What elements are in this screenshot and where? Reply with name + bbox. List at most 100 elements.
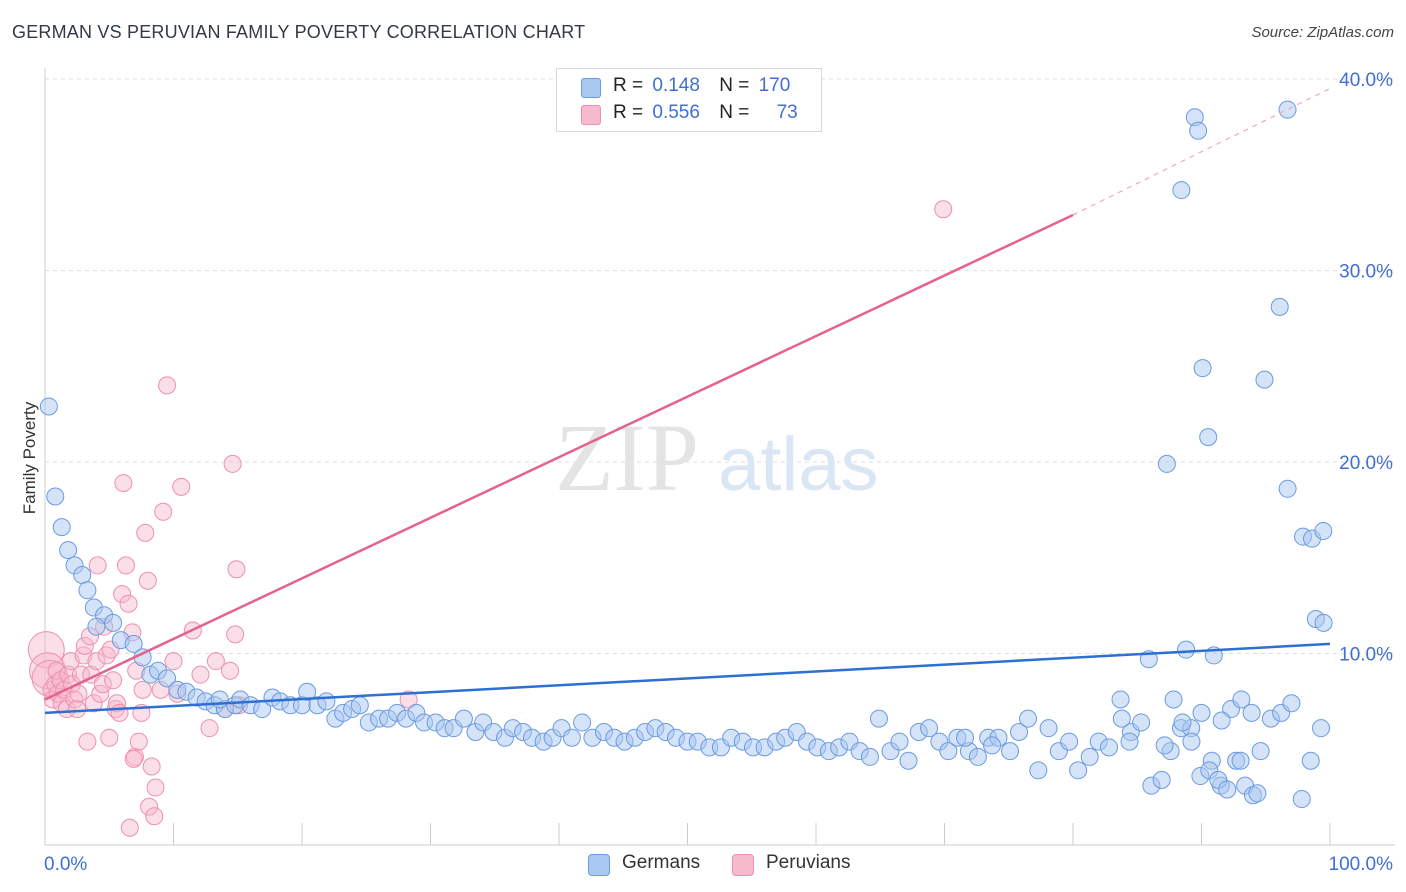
y-tick-labels: 10.0% 20.0% 30.0% 40.0% (1339, 70, 1393, 666)
peruvian-point (140, 797, 159, 816)
legend-label-germans: Germans (622, 852, 701, 873)
legend-n-value: 73 (776, 102, 798, 123)
peruvian-point (88, 556, 107, 575)
y-tick-label: 30.0% (1339, 262, 1393, 283)
watermark-zip: ZIP (555, 404, 699, 511)
peruvian-point (934, 200, 953, 219)
stats-legend: R = 0.148 N = 170 R = 0.556 N = 73 (556, 68, 822, 132)
german-point (1193, 359, 1212, 378)
peruvian-point (100, 728, 119, 747)
german-point (1255, 370, 1274, 389)
german-point (1019, 709, 1038, 728)
y-tick-label: 20.0% (1339, 453, 1393, 474)
peruvian-point (226, 625, 245, 644)
german-point (1010, 723, 1029, 742)
peruvian-point (399, 690, 418, 709)
peruvian-point (84, 694, 103, 713)
german-point (1155, 736, 1174, 755)
german-point (1314, 521, 1333, 540)
peruvian-point (113, 585, 132, 604)
y-axis-label: Family Poverty (20, 401, 39, 514)
peruvian-point (120, 818, 139, 837)
german-point (1152, 770, 1171, 789)
legend-swatch-peruvians (581, 105, 601, 125)
legend-r-label: R = (613, 75, 644, 96)
legend-n-value: 170 (758, 75, 791, 96)
peruvian-point (124, 749, 143, 768)
german-point (46, 487, 65, 506)
german-point (1189, 121, 1208, 140)
legend-r-label: R = (613, 102, 644, 123)
y-tick-label: 10.0% (1339, 645, 1393, 666)
legend-swatch-peruvians (732, 854, 754, 876)
x-tick-label: 0.0% (44, 854, 87, 875)
german-point (87, 617, 106, 636)
german-point (350, 696, 369, 715)
peruvian-point (69, 684, 88, 703)
german-point (1029, 761, 1048, 780)
german-point (317, 692, 336, 711)
german-point (939, 742, 958, 761)
german-point (73, 565, 92, 584)
german-points (39, 100, 1333, 809)
chart-title: GERMAN VS PERUVIAN FAMILY POVERTY CORREL… (12, 22, 586, 42)
peruvian-point (75, 636, 94, 655)
german-point (956, 728, 975, 747)
german-point (1278, 100, 1297, 119)
peruvian-point (110, 703, 129, 722)
german-point (1242, 703, 1261, 722)
german-point (1001, 742, 1020, 761)
peruvian-point (227, 560, 246, 579)
german-point (860, 747, 879, 766)
y-tick-label: 40.0% (1339, 70, 1393, 91)
peruvian-point (93, 675, 112, 694)
german-trend-line (44, 642, 1331, 715)
german-point (1218, 780, 1237, 799)
legend-swatch-germans (581, 78, 601, 98)
peruvian-point (158, 376, 177, 395)
german-point (298, 682, 317, 701)
german-point (1111, 690, 1130, 709)
german-point (1278, 479, 1297, 498)
legend-r-value: 0.148 (652, 75, 700, 96)
german-point (158, 669, 177, 688)
german-point (1314, 613, 1333, 632)
peruvian-point (221, 661, 240, 680)
axes (44, 68, 1395, 846)
peruvian-point (145, 807, 164, 826)
german-point (1192, 703, 1211, 722)
german-point (210, 690, 229, 709)
peruvian-point (43, 690, 62, 709)
german-point (1173, 713, 1192, 732)
german-point (1301, 751, 1320, 770)
peruvian-point (200, 719, 219, 738)
peruvian-points (27, 200, 953, 837)
german-point (454, 709, 473, 728)
german-point (968, 747, 987, 766)
peruvian-point (154, 502, 173, 521)
peruvian-point (119, 594, 138, 613)
german-point (920, 719, 939, 738)
watermark: ZIP atlas (555, 404, 879, 511)
peruvian-point (164, 652, 183, 671)
german-point (1312, 719, 1331, 738)
legend-swatch-germans (588, 854, 610, 876)
german-point (1172, 181, 1191, 200)
peruvian-point (59, 665, 78, 684)
peruvian-trend-extension (1072, 88, 1331, 216)
peruvian-point (136, 523, 155, 542)
peruvian-trend-line (44, 213, 1074, 701)
german-point (1248, 784, 1267, 803)
german-point (899, 751, 918, 770)
peruvian-point (133, 680, 152, 699)
german-point (1232, 690, 1251, 709)
legend-r-value: 0.556 (652, 102, 700, 123)
german-point (1164, 690, 1183, 709)
german-point (1182, 732, 1201, 751)
peruvian-point (116, 556, 135, 575)
grid-lines (45, 78, 1395, 654)
german-point (39, 397, 58, 416)
german-point (1282, 694, 1301, 713)
legend-n-label: N = (719, 75, 750, 96)
